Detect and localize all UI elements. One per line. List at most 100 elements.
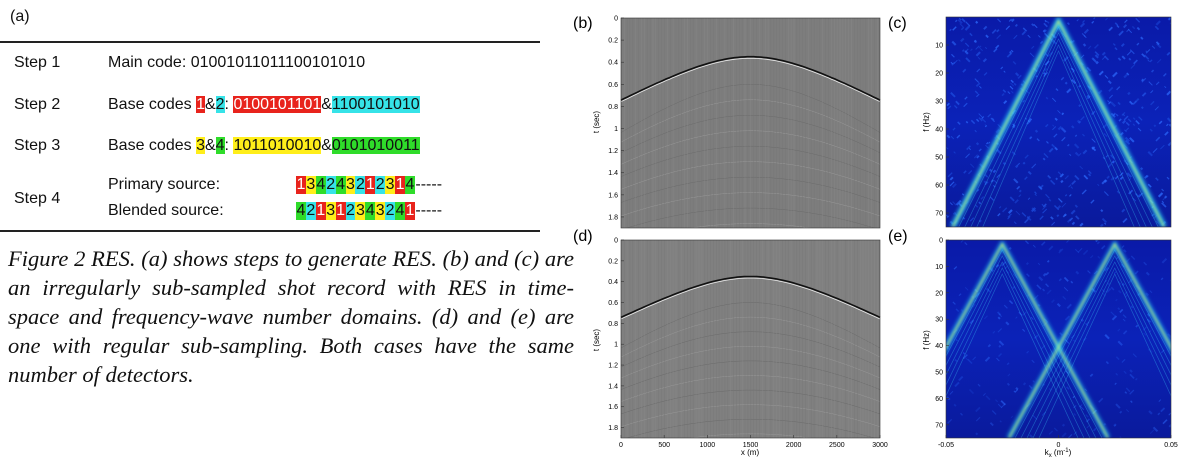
- spectrum-speckle: [976, 155, 980, 159]
- spectrum-speckle: [1066, 386, 1070, 390]
- spectrum-speckle: [1169, 279, 1171, 283]
- spectrum-speckle: [1070, 280, 1074, 284]
- spectrum-speckle: [1150, 90, 1154, 94]
- spectrum-speckle: [960, 240, 965, 243]
- trace-texture: [635, 240, 636, 438]
- spectrum-speckle: [1064, 81, 1068, 85]
- trace-texture: [707, 240, 708, 438]
- y-tick-label: 0.2: [608, 258, 618, 265]
- spectrum-speckle: [1006, 362, 1010, 366]
- spectrum-speckle: [1110, 101, 1116, 108]
- spectrum-speckle: [1123, 115, 1129, 121]
- spectrum-speckle: [1126, 50, 1132, 56]
- spectrum-speckle: [1140, 36, 1144, 40]
- spectrum-speckle: [1130, 400, 1133, 403]
- spectrum-speckle: [1073, 339, 1076, 343]
- spectrum-speckle: [1156, 43, 1162, 49]
- spectrum-speckle: [1031, 207, 1037, 213]
- trace-texture: [825, 240, 826, 438]
- trace-texture: [802, 18, 803, 228]
- panel-d-xlabel: x (m): [741, 448, 760, 457]
- panel-a-label: (a): [10, 8, 30, 25]
- spectrum-speckle: [990, 117, 996, 123]
- spectrum-speckle: [1143, 54, 1150, 60]
- spectrum-speckle: [1078, 84, 1082, 88]
- spectrum-speckle: [989, 422, 994, 427]
- spectrum-speckle: [1143, 332, 1147, 336]
- spectrum-speckle: [1084, 388, 1088, 392]
- spectrum-speckle: [1082, 20, 1086, 23]
- trace-texture: [710, 18, 711, 228]
- trace-texture: [672, 240, 674, 438]
- trace-texture: [776, 240, 777, 438]
- spectrum-speckle: [1014, 389, 1019, 393]
- trace-texture: [816, 18, 818, 228]
- base-code-4-tag: 4: [215, 137, 225, 154]
- spectrum-speckle: [1057, 205, 1062, 210]
- spectrum-speckle: [1161, 200, 1165, 204]
- trace-texture: [859, 240, 861, 438]
- spectrum-speckle: [1127, 91, 1131, 96]
- trace-texture: [854, 18, 855, 228]
- trace-texture: [787, 240, 789, 438]
- spectrum-speckle: [949, 176, 954, 181]
- spectrum-speckle: [1122, 318, 1126, 322]
- spectrum-speckle: [1110, 154, 1116, 160]
- spectrum-speckle: [1117, 101, 1121, 106]
- spectrum-speckle: [1013, 82, 1017, 86]
- spectrum-speckle: [998, 206, 1002, 209]
- spectrum-speckle: [1060, 127, 1067, 133]
- spectrum-speckle: [963, 170, 967, 174]
- trace-texture: [782, 18, 783, 228]
- spectrum-speckle: [1070, 67, 1075, 72]
- spectrum-speckle: [1111, 315, 1118, 321]
- spectrum-speckle: [1002, 207, 1008, 213]
- spectrum-speckle: [979, 47, 983, 52]
- trace-texture: [865, 240, 867, 438]
- trace-texture: [808, 240, 809, 438]
- spectrum-speckle: [1073, 143, 1080, 149]
- trace-texture: [822, 240, 823, 438]
- primary-source-digit: 2: [355, 176, 366, 194]
- base-code-2-value: 1100101010: [331, 96, 420, 113]
- spectrum-speckle: [1057, 171, 1062, 176]
- trace-texture: [750, 18, 752, 228]
- spectrum-speckle: [1128, 278, 1133, 284]
- trace-texture: [716, 18, 717, 228]
- spectrum-speckle: [1116, 86, 1121, 91]
- spectrum-speckle: [967, 358, 973, 365]
- spectrum-speckle: [1091, 20, 1095, 24]
- step-2-name: Step 2: [14, 96, 61, 113]
- spectrum-speckle: [982, 58, 988, 63]
- trace-texture: [716, 240, 717, 438]
- spectrum-speckle: [1080, 54, 1085, 59]
- trace-texture: [756, 240, 757, 438]
- spectrum-speckle: [1087, 170, 1092, 175]
- spectrum-speckle: [1039, 186, 1043, 190]
- dispersion-fan: [970, 38, 1147, 227]
- trace-texture: [684, 240, 685, 438]
- trace-texture: [845, 18, 847, 228]
- spectrum-speckle: [998, 353, 1003, 358]
- blended-source-digit: 2: [305, 202, 316, 220]
- spectrum-speckle: [1094, 54, 1099, 59]
- spectrum-speckle: [1124, 129, 1127, 133]
- spectrum-speckle: [985, 142, 989, 145]
- spectrum-speckle: [996, 34, 1001, 40]
- spectrum-speckle: [992, 169, 997, 174]
- spectrum-speckle: [1012, 123, 1016, 127]
- trace-texture: [848, 18, 849, 228]
- trace-texture: [638, 240, 639, 438]
- spectrum-speckle: [1154, 106, 1159, 111]
- y-tick-label: 30: [935, 99, 943, 106]
- trace-texture: [859, 18, 861, 228]
- spectrum-speckle: [1048, 51, 1054, 57]
- spectrum-speckle: [998, 344, 1002, 348]
- spectrum-speckle: [1034, 193, 1037, 196]
- trace-texture: [641, 240, 642, 438]
- spectrum-speckle: [1160, 144, 1165, 150]
- spectrum-speckle: [963, 102, 968, 108]
- primary-source-digit: 3: [345, 176, 356, 194]
- y-tick-label: 30: [935, 317, 943, 324]
- dispersion-fan: [946, 267, 1085, 438]
